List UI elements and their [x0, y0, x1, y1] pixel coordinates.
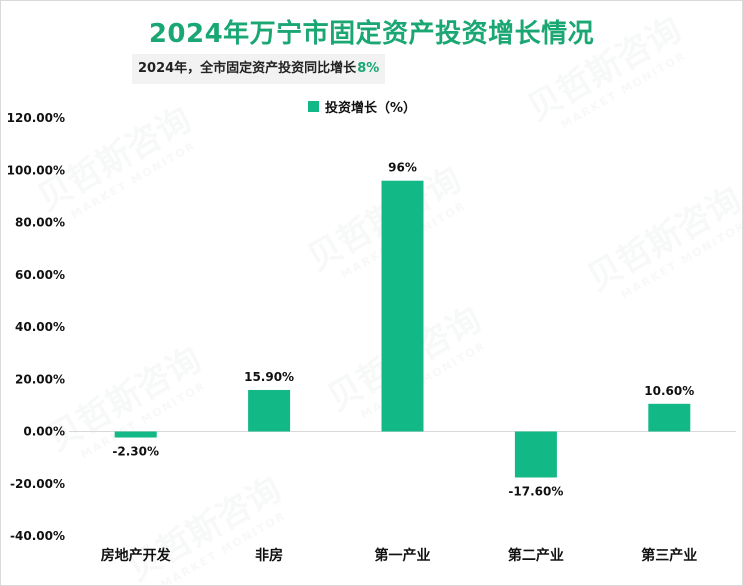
- x-category-label: 房地产开发: [101, 547, 172, 564]
- subtitle-text: 2024年，全市固定资产投资同比增长: [138, 61, 357, 76]
- y-tick-label: 0.00%: [23, 425, 65, 439]
- x-category-label: 第三产业: [641, 547, 697, 564]
- y-tick-label: 20.00%: [15, 372, 65, 386]
- data-label: -17.60%: [508, 484, 563, 498]
- bar: [248, 389, 291, 432]
- y-tick-label: -40.00%: [10, 529, 65, 543]
- data-label: 15.90%: [244, 370, 294, 384]
- bar: [114, 431, 157, 438]
- data-label: -2.30%: [112, 445, 159, 459]
- chart-subtitle: 2024年，全市固定资产投资同比增长8%: [132, 54, 386, 84]
- x-category-label: 第一产业: [375, 547, 431, 564]
- bar: [381, 180, 424, 432]
- y-tick-label: 100.00%: [7, 163, 65, 177]
- bar: [648, 403, 691, 432]
- data-label: 96%: [388, 161, 417, 175]
- chart-title: 2024年万宁市固定资产投资增长情况: [148, 19, 595, 49]
- subtitle-highlight: 8%: [357, 61, 380, 76]
- y-tick-label: 60.00%: [15, 268, 65, 282]
- x-category-label: 第二产业: [508, 547, 564, 564]
- legend-label: 投资增长（%）: [325, 101, 417, 116]
- bar: [514, 431, 557, 478]
- legend: 投资增长（%）: [308, 97, 416, 116]
- y-tick-label: -20.00%: [10, 477, 65, 491]
- x-category-label: 非房: [255, 547, 283, 564]
- y-tick-label: 80.00%: [15, 216, 65, 230]
- y-tick-label: 120.00%: [7, 111, 65, 125]
- legend-swatch: [308, 101, 319, 112]
- y-tick-label: 40.00%: [15, 320, 65, 334]
- data-label: 10.60%: [644, 384, 694, 398]
